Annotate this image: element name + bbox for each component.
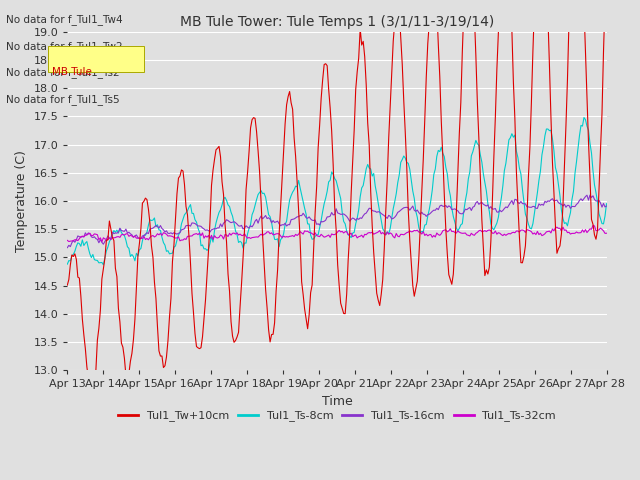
Text: No data for f_Tul1_Tw4: No data for f_Tul1_Tw4 (6, 14, 123, 25)
Y-axis label: Temperature (C): Temperature (C) (15, 150, 28, 252)
Text: No data for f_Tul1_Ts5: No data for f_Tul1_Ts5 (6, 94, 120, 105)
Text: No data for f_Tul1_Tw2: No data for f_Tul1_Tw2 (6, 41, 123, 52)
X-axis label: Time: Time (321, 395, 352, 408)
Text: MB Tule: MB Tule (52, 67, 92, 77)
Title: MB Tule Tower: Tule Temps 1 (3/1/11-3/19/14): MB Tule Tower: Tule Temps 1 (3/1/11-3/19… (180, 15, 494, 29)
Legend: Tul1_Tw+10cm, Tul1_Ts-8cm, Tul1_Ts-16cm, Tul1_Ts-32cm: Tul1_Tw+10cm, Tul1_Ts-8cm, Tul1_Ts-16cm,… (113, 406, 561, 426)
Text: No data for f_Tul1_Ts2: No data for f_Tul1_Ts2 (6, 67, 120, 78)
